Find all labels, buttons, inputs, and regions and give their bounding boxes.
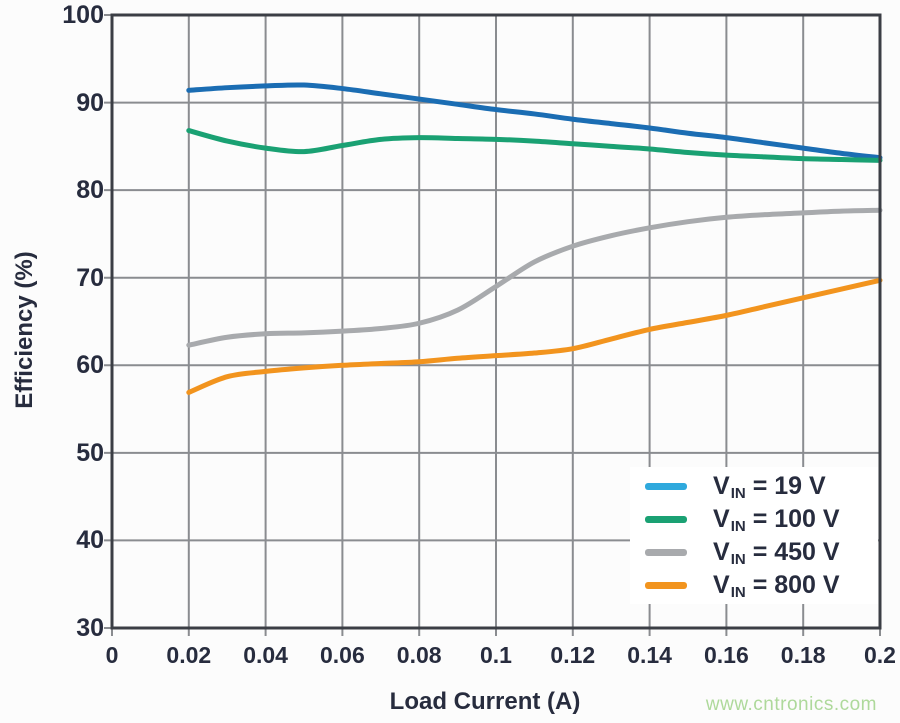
legend-label-vin-800v: VIN = 800 V <box>713 570 840 601</box>
watermark-text: www.cntronics.com <box>705 694 877 715</box>
legend-label-prefix: V <box>713 471 730 500</box>
x-axis-title: Load Current (A) <box>389 688 581 715</box>
x-tick-label: 0.04 <box>243 642 288 668</box>
legend-label-subscript: IN <box>730 484 746 502</box>
legend-swatch-vin-450v <box>645 548 687 556</box>
y-tick-label: 60 <box>76 351 104 380</box>
legend-label-subscript: IN <box>730 550 746 568</box>
x-tick-label: 0.1 <box>480 642 512 668</box>
series-line-vin-450-v <box>186 207 883 348</box>
legend-label-value: = 100 V <box>752 504 840 533</box>
x-tick-label: 0.12 <box>550 642 596 668</box>
legend-label-subscript: IN <box>730 583 746 601</box>
legend-label-vin-19v: VIN = 19 V <box>713 471 826 502</box>
series-line-vin-100-v <box>186 128 883 163</box>
x-tick-label: 0.02 <box>166 642 212 668</box>
x-tick-label: 0 <box>105 642 119 668</box>
legend-item-vin-800v: VIN = 800 V <box>630 569 878 602</box>
y-tick-label: 40 <box>76 526 104 555</box>
x-tick-label: 0.16 <box>704 642 749 668</box>
y-tick-label: 80 <box>76 176 104 205</box>
x-tick-label: 0.2 <box>864 642 896 668</box>
legend: VIN = 19 V VIN = 100 V VIN = 450 V VIN = 800… <box>630 467 878 604</box>
legend-swatch-vin-800v <box>645 581 687 589</box>
legend-label-subscript: IN <box>730 517 746 535</box>
legend-label-prefix: V <box>713 537 730 566</box>
y-tick-label: 100 <box>62 1 104 29</box>
legend-label-value: = 800 V <box>752 570 840 599</box>
x-tick-label: 0.18 <box>780 642 826 668</box>
legend-item-vin-450v: VIN = 450 V <box>630 536 878 569</box>
plot-border <box>110 13 882 630</box>
y-tick-label: 30 <box>76 614 104 642</box>
legend-label-vin-450v: VIN = 450 V <box>713 537 840 568</box>
legend-swatch-vin-100v <box>645 515 687 523</box>
y-axis-title: Efficiency (%) <box>11 251 38 409</box>
legend-label-vin-100v: VIN = 100 V <box>713 504 840 535</box>
legend-swatch-vin-19v <box>645 482 687 490</box>
legend-item-vin-100v: VIN = 100 V <box>630 503 878 536</box>
y-tick-label: 90 <box>76 88 104 117</box>
x-tick-label: 0.06 <box>320 642 365 668</box>
legend-item-vin-19v: VIN = 19 V <box>630 470 878 503</box>
legend-label-prefix: V <box>713 504 730 533</box>
legend-label-value: = 19 V <box>752 471 826 500</box>
x-tick-label: 0.08 <box>396 642 442 668</box>
y-tick-label: 70 <box>76 263 104 292</box>
y-tick-label: 50 <box>76 438 104 467</box>
x-tick-label: 0.14 <box>627 642 672 668</box>
series-line-vin-19-v <box>186 82 883 161</box>
series-line-vin-800-v <box>186 277 883 395</box>
legend-label-prefix: V <box>713 570 730 599</box>
legend-label-value: = 450 V <box>752 537 840 566</box>
